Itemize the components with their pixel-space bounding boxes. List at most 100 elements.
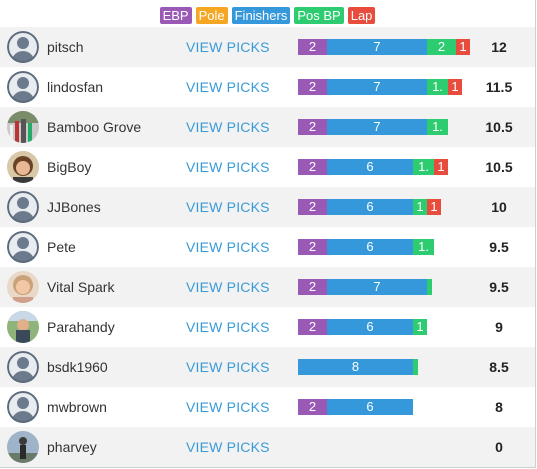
bar-segment-ebp: 2 <box>298 39 327 55</box>
view-picks-link[interactable]: VIEW PICKS <box>186 119 270 135</box>
bar-segment-finishers: 6 <box>327 399 413 415</box>
view-picks-link[interactable]: VIEW PICKS <box>186 439 270 455</box>
bar-segment-posbp: 1 <box>413 319 427 335</box>
bar-segment-ebp: 2 <box>298 119 327 135</box>
total-score: 0 <box>495 439 503 455</box>
legend-pos-bp: Pos BP <box>294 7 344 24</box>
leaderboard-row: Parahandy VIEW PICKS 2 6 1 9 <box>0 307 535 347</box>
bar-segment-lap: 1 <box>448 79 462 95</box>
bar-segment-ebp: 2 <box>298 239 327 255</box>
bar-segment-finishers: 7 <box>327 119 427 135</box>
total-score: 9.5 <box>489 239 509 255</box>
avatar <box>7 151 39 183</box>
leaderboard-row: BigBoy VIEW PICKS 2 6 1. 1 10.5 <box>0 147 535 187</box>
bar-segment-ebp: 2 <box>298 399 327 415</box>
bar-segment-ebp: 2 <box>298 159 327 175</box>
player-name: pitsch <box>47 39 84 55</box>
player-name: Bamboo Grove <box>47 119 142 135</box>
points-bar: 2 7 1. 1 <box>298 79 462 95</box>
points-legend: EBP Pole Finishers Pos BP Lap <box>0 7 535 25</box>
bar-segment-finishers: 6 <box>327 319 413 335</box>
player-name: Vital Spark <box>47 279 115 295</box>
bar-segment-posbp: 1. <box>413 239 434 255</box>
bar-segment-finishers: 7 <box>327 39 427 55</box>
player-name: JJBones <box>47 199 101 215</box>
avatar <box>7 431 39 463</box>
bar-segment-posbp: 1. <box>427 79 448 95</box>
leaderboard-row: Bamboo Grove VIEW PICKS 2 7 1. 10.5 <box>0 107 535 147</box>
bar-segment-ebp: 2 <box>298 319 327 335</box>
avatar <box>7 271 39 303</box>
view-picks-link[interactable]: VIEW PICKS <box>186 39 270 55</box>
bar-segment-ebp: 2 <box>298 199 327 215</box>
player-name: Pete <box>47 239 76 255</box>
avatar <box>7 31 39 63</box>
total-score: 11.5 <box>485 79 513 95</box>
view-picks-link[interactable]: VIEW PICKS <box>186 359 270 375</box>
leaderboard-row: Pete VIEW PICKS 2 6 1. 9.5 <box>0 227 535 267</box>
player-name: pharvey <box>47 439 97 455</box>
leaderboard-row: mwbrown VIEW PICKS 2 6 8 <box>0 387 535 427</box>
bar-segment-finishers: 6 <box>327 199 413 215</box>
view-picks-link[interactable]: VIEW PICKS <box>186 319 270 335</box>
bar-segment-posbp: 1. <box>427 119 448 135</box>
legend-finishers: Finishers <box>231 7 291 24</box>
avatar <box>7 71 39 103</box>
view-picks-link[interactable]: VIEW PICKS <box>186 79 270 95</box>
leaderboard-row: JJBones VIEW PICKS 2 6 1 1 10 <box>0 187 535 227</box>
leaderboard-row: Vital Spark VIEW PICKS 2 7 9.5 <box>0 267 535 307</box>
bar-segment-posbp: 1. <box>413 159 434 175</box>
view-picks-link[interactable]: VIEW PICKS <box>186 279 270 295</box>
points-bar: 2 6 1. 1 <box>298 159 448 175</box>
legend-ebp: EBP <box>159 7 192 24</box>
player-name: BigBoy <box>47 159 92 175</box>
leaderboard-row: lindosfan VIEW PICKS 2 7 1. 1 11.5 <box>0 67 535 107</box>
total-score: 8 <box>495 399 503 415</box>
bar-segment-posbp <box>427 279 432 295</box>
bar-segment-posbp: 2 <box>427 39 456 55</box>
avatar <box>7 351 39 383</box>
legend-lap: Lap <box>347 7 376 24</box>
points-bar: 2 6 1. <box>298 239 434 255</box>
bar-segment-lap: 1 <box>456 39 470 55</box>
view-picks-link[interactable]: VIEW PICKS <box>186 239 270 255</box>
bar-segment-ebp: 2 <box>298 79 327 95</box>
leaderboard-list: pitsch VIEW PICKS 2 7 2 1 12 lindosfan VIEW PICK… <box>0 27 535 467</box>
bar-segment-finishers: 6 <box>327 239 413 255</box>
player-name: bsdk1960 <box>47 359 108 375</box>
view-picks-link[interactable]: VIEW PICKS <box>186 199 270 215</box>
avatar <box>7 391 39 423</box>
avatar <box>7 191 39 223</box>
total-score: 10.5 <box>485 119 513 135</box>
bar-segment-posbp: 1 <box>413 199 427 215</box>
total-score: 10.5 <box>485 159 513 175</box>
points-bar: 2 7 1. <box>298 119 448 135</box>
avatar <box>7 231 39 263</box>
total-score: 9 <box>495 319 503 335</box>
leaderboard-row: bsdk1960 VIEW PICKS 8 8.5 <box>0 347 535 387</box>
bar-segment-ebp: 2 <box>298 279 327 295</box>
bar-segment-finishers: 6 <box>327 159 413 175</box>
leaderboard-row: pharvey VIEW PICKS 0 <box>0 427 535 467</box>
bar-segment-finishers: 7 <box>327 279 427 295</box>
total-score: 8.5 <box>489 359 509 375</box>
leaderboard-row: pitsch VIEW PICKS 2 7 2 1 12 <box>0 27 535 67</box>
player-name: Parahandy <box>47 319 115 335</box>
points-bar: 8 <box>298 359 418 375</box>
total-score: 10 <box>491 199 507 215</box>
legend-pole: Pole <box>195 7 228 24</box>
avatar <box>7 311 39 343</box>
view-picks-link[interactable]: VIEW PICKS <box>186 399 270 415</box>
bar-segment-lap: 1 <box>427 199 441 215</box>
bar-segment-finishers: 8 <box>298 359 413 375</box>
total-score: 12 <box>491 39 507 55</box>
player-name: mwbrown <box>47 399 107 415</box>
view-picks-link[interactable]: VIEW PICKS <box>186 159 270 175</box>
bar-segment-finishers: 7 <box>327 79 427 95</box>
total-score: 9.5 <box>489 279 509 295</box>
